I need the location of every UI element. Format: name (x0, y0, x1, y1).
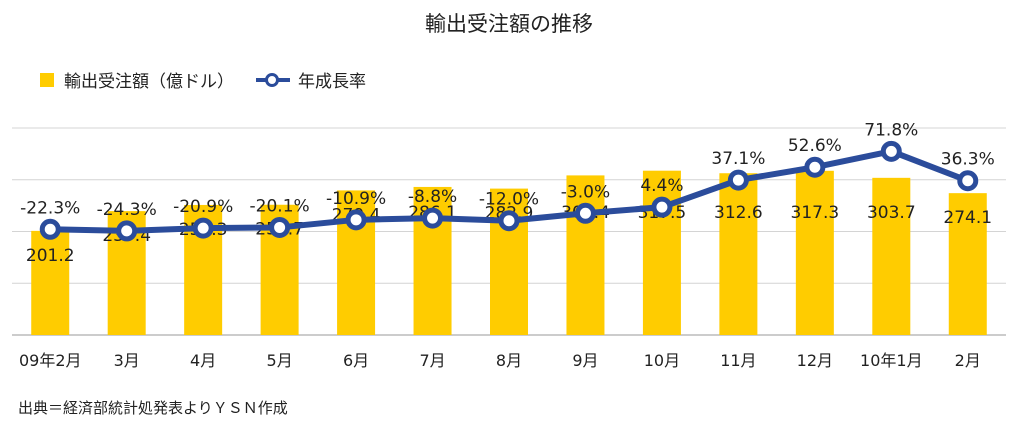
x-tick-label: 11月 (720, 351, 756, 370)
bar-value-label: 312.6 (714, 203, 763, 223)
growth-rate-point (116, 220, 138, 242)
bar (719, 173, 758, 335)
bar-value-label: 317.3 (791, 203, 840, 223)
growth-rate-point (269, 216, 291, 238)
bar (31, 230, 70, 335)
growth-rate-point (345, 209, 367, 231)
x-tick-label: 5月 (267, 351, 293, 370)
legend-bar-swatch-icon (40, 72, 54, 87)
x-tick-label: 10年1月 (860, 351, 923, 370)
growth-rate-label: -20.9% (173, 197, 233, 217)
growth-rate-point (422, 207, 444, 229)
growth-rate-label: 52.6% (788, 136, 842, 156)
legend-item-line: 年成長率 (256, 67, 366, 92)
legend-item-bar: 輸出受注額（億ドル） (40, 67, 234, 92)
source-note: 出典＝経済部統計処発表よりＹＳＮ作成 (18, 399, 288, 417)
growth-rate-point (574, 202, 596, 224)
x-tick-label: 6月 (343, 351, 369, 370)
growth-rate-label: -24.3% (97, 200, 157, 220)
x-tick-label: 09年2月 (19, 351, 82, 370)
growth-rate-label: 37.1% (711, 149, 765, 169)
x-tick-label: 7月 (419, 351, 445, 370)
bar-value-label: 303.7 (867, 203, 916, 223)
bar (872, 177, 911, 335)
bar-value-label: 274.1 (943, 208, 992, 228)
growth-rate-label: -8.8% (408, 187, 457, 207)
bar (566, 175, 605, 335)
growth-rate-point (39, 218, 61, 240)
x-tick-label: 8月 (496, 351, 522, 370)
growth-rate-point (192, 217, 214, 239)
legend-line-label: 年成長率 (298, 72, 366, 92)
growth-rate-label: -20.1% (250, 196, 310, 216)
x-tick-label: 9月 (572, 351, 598, 370)
bar (795, 170, 834, 335)
growth-rate-label: 4.4% (640, 176, 683, 196)
growth-rate-label: -3.0% (561, 182, 610, 202)
legend-line-swatch-icon (256, 72, 290, 87)
legend: 輸出受注額（億ドル） 年成長率 (40, 67, 388, 92)
growth-rate-point (727, 169, 749, 191)
chart-title: 輸出受注額の推移 (425, 12, 593, 36)
x-tick-label: 12月 (797, 351, 833, 370)
growth-rate-point (651, 196, 673, 218)
growth-rate-point (498, 210, 520, 232)
growth-rate-label: -10.9% (326, 189, 386, 209)
growth-rate-point (957, 170, 979, 192)
x-tick-label: 3月 (114, 351, 140, 370)
growth-rate-label: -12.0% (479, 190, 539, 210)
growth-rate-label: 36.3% (941, 150, 995, 170)
growth-rate-label: 71.8% (864, 120, 918, 140)
x-tick-label: 10月 (644, 351, 680, 370)
growth-rate-point (880, 140, 902, 162)
growth-rate-point (804, 156, 826, 178)
bar (948, 193, 987, 335)
x-tick-label: 4月 (190, 351, 216, 370)
growth-rate-label: -22.3% (20, 198, 80, 218)
x-tick-label: 2月 (955, 351, 981, 370)
bar-value-label: 201.2 (26, 246, 75, 266)
legend-bar-label: 輸出受注額（億ドル） (64, 72, 234, 92)
